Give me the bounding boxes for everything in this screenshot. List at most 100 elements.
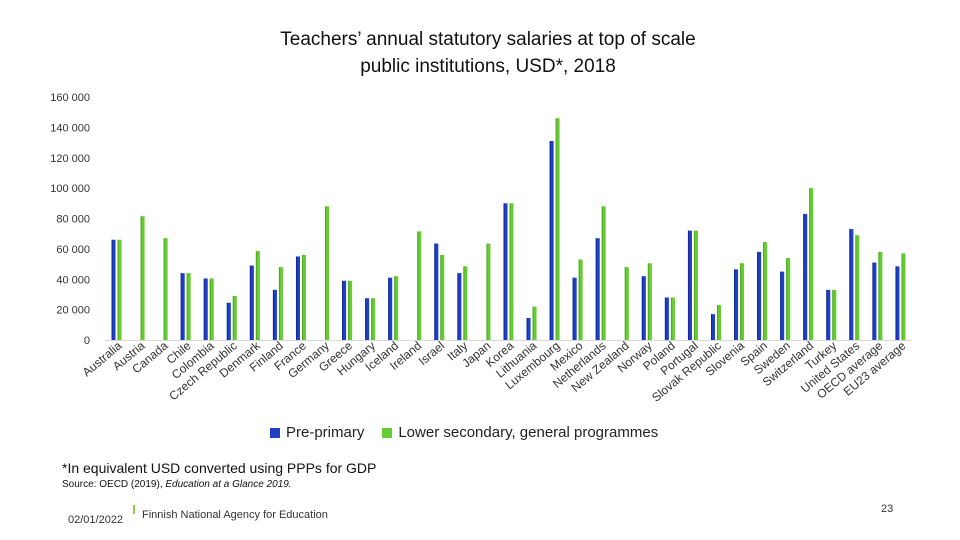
bar-lower-secondary <box>348 280 353 340</box>
bar-lower-secondary <box>325 206 330 340</box>
bar-pre-primary <box>549 141 554 340</box>
bar-edge-pre-primary <box>734 269 736 340</box>
bar-pre-primary <box>249 265 254 340</box>
y-tick-label: 80 000 <box>56 214 90 226</box>
y-tick-label: 60 000 <box>56 244 90 256</box>
bar-edge-lower-secondary <box>717 305 719 340</box>
bar-pre-primary <box>664 297 669 340</box>
bar-pre-primary <box>434 243 439 340</box>
bar-edge-lower-secondary <box>417 231 419 340</box>
bar-lower-secondary <box>278 267 283 340</box>
bar-edge-pre-primary <box>226 302 228 340</box>
bar-pre-primary <box>757 251 762 340</box>
bar-pre-primary <box>687 230 692 340</box>
chart-title: Teachers’ annual statutory salaries at t… <box>0 26 960 80</box>
bar-edge-lower-secondary <box>647 263 649 340</box>
bar-edge-pre-primary <box>549 141 551 340</box>
bar-edge-pre-primary <box>595 238 597 340</box>
bar-edge-lower-secondary <box>209 278 211 340</box>
bar-lower-secondary <box>647 263 652 340</box>
bar-edge-pre-primary <box>295 256 297 340</box>
bar-pre-primary <box>734 269 739 340</box>
bar-pre-primary <box>342 280 347 340</box>
bar-lower-secondary <box>255 251 260 340</box>
bar-edge-lower-secondary <box>901 253 903 340</box>
bar-lower-secondary <box>532 306 537 340</box>
bar-edge-lower-secondary <box>509 203 511 340</box>
bar-lower-secondary <box>878 251 883 340</box>
y-tick-label: 140 000 <box>50 122 90 134</box>
bar-edge-lower-secondary <box>740 263 742 340</box>
footer-date: 02/01/2022 <box>68 514 124 526</box>
bar-pre-primary <box>872 262 877 340</box>
bar-edge-pre-primary <box>711 314 713 340</box>
bar-edge-pre-primary <box>803 213 805 340</box>
bar-edge-pre-primary <box>664 297 666 340</box>
bar-pre-primary <box>895 266 900 340</box>
y-tick-label: 0 <box>84 335 90 347</box>
y-tick-label: 100 000 <box>50 183 90 195</box>
bar-lower-secondary <box>186 273 191 340</box>
source-title: Education at a Glance 2019. <box>165 479 292 490</box>
bar-pre-primary <box>849 229 854 340</box>
bar-pre-primary <box>180 273 185 340</box>
bar-edge-pre-primary <box>272 289 274 340</box>
bar-edge-lower-secondary <box>693 230 695 340</box>
bar-edge-pre-primary <box>203 278 205 340</box>
x-tick-label: Israel <box>416 339 447 369</box>
bar-edge-lower-secondary <box>855 235 857 340</box>
legend-item-lower-secondary: Lower secondary, general programmes <box>382 424 658 441</box>
bar-edge-lower-secondary <box>670 297 672 340</box>
bar-lower-secondary <box>232 295 237 340</box>
bar-lower-secondary <box>901 253 906 340</box>
bar-edge-lower-secondary <box>348 280 350 340</box>
bar-edge-pre-primary <box>365 298 367 340</box>
y-tick-label: 40 000 <box>56 274 90 286</box>
bar-edge-pre-primary <box>388 277 390 340</box>
bar-lower-secondary <box>763 242 768 340</box>
bar-edge-pre-primary <box>526 317 528 340</box>
bar-edge-lower-secondary <box>555 118 557 340</box>
bar-edge-lower-secondary <box>463 266 465 340</box>
bar-edge-lower-secondary <box>832 289 834 340</box>
bar-edge-lower-secondary <box>578 259 580 340</box>
bar-edge-lower-secondary <box>763 242 765 340</box>
bar-edge-pre-primary <box>434 243 436 340</box>
bar-lower-secondary <box>440 254 445 340</box>
bar-pre-primary <box>595 238 600 340</box>
bar-edge-pre-primary <box>826 289 828 340</box>
bar-edge-lower-secondary <box>232 295 234 340</box>
y-tick-label: 120 000 <box>50 153 90 165</box>
bar-pre-primary <box>295 256 300 340</box>
bar-pre-primary <box>572 277 577 340</box>
bar-lower-secondary <box>555 118 560 340</box>
y-tick-label: 20 000 <box>56 305 90 317</box>
bar-edge-lower-secondary <box>440 254 442 340</box>
bar-edge-pre-primary <box>849 229 851 340</box>
bar-edge-lower-secondary <box>809 188 811 340</box>
bar-pre-primary <box>457 273 462 340</box>
bar-edge-pre-primary <box>180 273 182 340</box>
bar-pre-primary <box>503 203 508 340</box>
bar-pre-primary <box>388 277 393 340</box>
chart-legend: Pre-primary Lower secondary, general pro… <box>270 424 676 441</box>
bar-edge-lower-secondary <box>325 206 327 340</box>
bar-edge-lower-secondary <box>117 239 119 340</box>
bar-lower-secondary <box>809 188 814 340</box>
chart-title-line-2: public institutions, USD*, 2018 <box>360 56 616 77</box>
bar-pre-primary <box>203 278 208 340</box>
bar-lower-secondary <box>786 257 791 340</box>
bar-pre-primary <box>711 314 716 340</box>
bar-lower-secondary <box>509 203 514 340</box>
bar-lower-secondary <box>717 305 722 340</box>
bar-lower-secondary <box>417 231 422 340</box>
bar-pre-primary <box>226 302 231 340</box>
bar-edge-lower-secondary <box>394 276 396 340</box>
bar-edge-pre-primary <box>895 266 897 340</box>
bar-lower-secondary <box>463 266 468 340</box>
bar-edge-lower-secondary <box>255 251 257 340</box>
bar-edge-pre-primary <box>641 276 643 340</box>
bar-lower-secondary <box>624 267 629 340</box>
bar-lower-secondary <box>578 259 583 340</box>
bar-lower-secondary <box>163 238 168 340</box>
